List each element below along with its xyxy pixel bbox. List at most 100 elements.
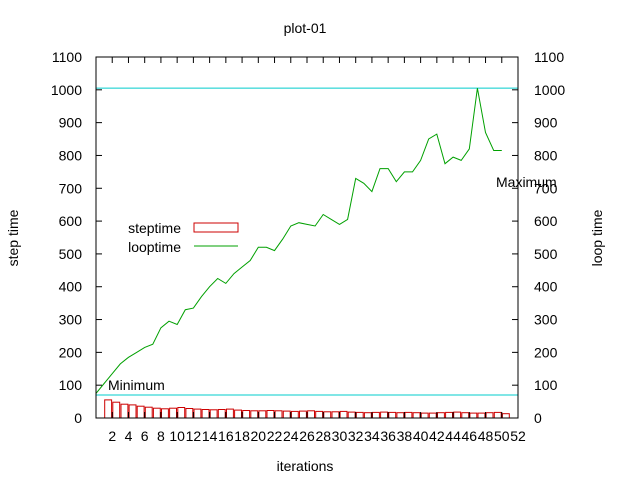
steptime-bar [266, 410, 275, 419]
y-tick-label: 0 [74, 410, 82, 426]
steptime-bar [307, 410, 316, 419]
steptime-bar [339, 410, 348, 419]
x-tick-label: 32 [348, 428, 364, 444]
steptime-bar [144, 406, 153, 419]
y-tick-label: 200 [59, 344, 83, 360]
y2-tick-label: 900 [534, 115, 558, 131]
annotation-minimum: Minimum [108, 377, 165, 393]
steptime-bar [485, 412, 494, 419]
steptime-bar [428, 412, 437, 419]
x-tick-label: 30 [332, 428, 348, 444]
steptime-bar [461, 412, 470, 419]
x-tick-label: 24 [283, 428, 299, 444]
steptime-bar [290, 410, 299, 419]
line-layer [95, 88, 502, 394]
legend-label-looptime: looptime [128, 239, 181, 255]
x-tick-label: 18 [234, 428, 250, 444]
x-tick-label: 46 [462, 428, 478, 444]
x-tick-label: 28 [315, 428, 331, 444]
y-tick-label: 1100 [52, 49, 82, 65]
plot-frame [95, 56, 519, 419]
steptime-bar [315, 410, 324, 419]
y2-tick-label: 700 [534, 180, 558, 196]
steptime-bar [250, 410, 259, 419]
steptime-bar [347, 411, 356, 419]
steptime-bar [152, 407, 161, 419]
x-tick-label: 26 [299, 428, 315, 444]
steptime-bar [242, 410, 251, 419]
steptime-bar [104, 399, 113, 419]
y-tick-label: 1000 [51, 82, 82, 98]
y2-tick-label: 1000 [534, 82, 565, 98]
steptime-bar [372, 411, 380, 419]
steptime-bar [217, 409, 226, 419]
x-tick-label: 8 [157, 428, 165, 444]
y-tick-label: 900 [59, 115, 83, 131]
x-tick-label: 6 [141, 428, 149, 444]
x-tick-label: 4 [125, 428, 133, 444]
x-tick-label: 2 [108, 428, 116, 444]
x-tick-label: 44 [445, 428, 461, 444]
steptime-bar [412, 412, 421, 419]
annotation-layer: Maximum Minimum [96, 87, 557, 396]
y-tick-label: 600 [59, 213, 83, 229]
steptime-bar [501, 413, 510, 419]
x-tick-label: 20 [251, 428, 267, 444]
steptime-bar [193, 408, 202, 419]
steptime-bar [437, 412, 445, 419]
y2-axis-label: loop time [589, 209, 605, 266]
legend: steptime looptime [128, 220, 239, 255]
steptime-bar [477, 412, 486, 419]
steptime-bar [420, 412, 429, 419]
y-tick-label: 500 [59, 246, 83, 262]
steptime-bar [469, 412, 478, 419]
x-tick-label: 10 [169, 428, 185, 444]
steptime-bar [396, 412, 405, 419]
y2-tick-label: 300 [534, 312, 558, 328]
steptime-bar [404, 411, 413, 419]
steptime-bar [282, 410, 291, 419]
steptime-bar [323, 411, 332, 419]
y-tick-label: 700 [59, 180, 83, 196]
x-tick-label: 12 [186, 428, 202, 444]
steptime-bar [234, 409, 243, 419]
x-tick-label: 36 [380, 428, 396, 444]
y2-tick-label: 100 [534, 377, 558, 393]
steptime-bar [112, 401, 121, 419]
x-tick-label: 34 [364, 428, 380, 444]
steptime-bar [169, 407, 178, 419]
steptime-bar [299, 410, 307, 419]
y-axis-label: step time [5, 209, 21, 266]
y-tick-label: 100 [59, 377, 83, 393]
axis-layer: 0 100 200 300 400 500 600 700 800 900 1000 1100 0 100… [51, 49, 566, 444]
looptime-line [95, 88, 502, 394]
bar-layer [104, 399, 510, 419]
steptime-bar [120, 403, 129, 419]
y-tick-label: 300 [59, 312, 83, 328]
x-tick-label: 22 [267, 428, 283, 444]
x-tick-label: 52 [510, 428, 526, 444]
steptime-bar [177, 407, 186, 419]
x-tick-label: 48 [478, 428, 494, 444]
steptime-bar [209, 409, 218, 419]
y2-tick-label: 400 [534, 279, 558, 295]
steptime-bar [226, 408, 234, 419]
steptime-bar [453, 411, 462, 419]
x-tick-label: 38 [397, 428, 413, 444]
y2-tick-label: 800 [534, 147, 558, 163]
steptime-bar [274, 410, 283, 419]
steptime-bar [201, 409, 210, 419]
steptime-bar [128, 404, 137, 419]
annotation-maximum: Maximum [496, 174, 557, 190]
legend-label-steptime: steptime [128, 220, 181, 236]
x-tick-label: 50 [494, 428, 510, 444]
x-tick-label: 16 [218, 428, 234, 444]
x-axis-label: iterations [277, 458, 334, 474]
x-tick-label: 42 [429, 428, 445, 444]
x-tick-label: 40 [413, 428, 429, 444]
chart-title: plot-01 [284, 20, 327, 36]
y-tick-label: 400 [59, 279, 83, 295]
steptime-bar [331, 411, 340, 419]
